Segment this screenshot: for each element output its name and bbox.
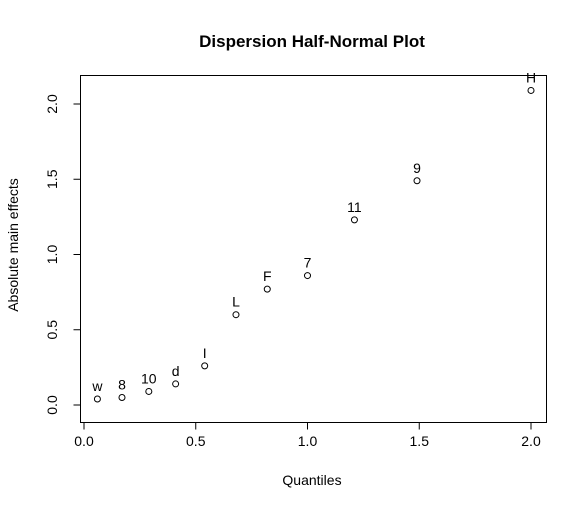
x-tick-label: 2.0 — [521, 433, 541, 449]
point-label: 10 — [141, 370, 157, 386]
x-tick-label: 0.0 — [74, 433, 94, 449]
y-axis: 0.0 0.5 1.0 1.5 2.0 — [44, 94, 81, 415]
point-label: 11 — [347, 199, 362, 215]
x-tick-label: 1.0 — [298, 433, 318, 449]
x-axis-label: Quantiles — [282, 472, 341, 488]
data-point — [172, 380, 180, 388]
data-point — [201, 362, 209, 370]
y-tick-label: 0.5 — [44, 320, 60, 340]
y-axis-label: Absolute main effects — [5, 178, 21, 312]
x-axis: 0.0 0.5 1.0 1.5 2.0 — [74, 422, 541, 449]
point-label: I — [203, 345, 207, 361]
y-tick-label: 0.0 — [44, 395, 60, 415]
point-label: 7 — [304, 255, 312, 271]
data-point — [93, 395, 101, 403]
x-tick-label: 1.5 — [410, 433, 430, 449]
data-points: w 8 10 d I L F 7 11 9 H — [91, 69, 536, 403]
y-tick-label: 1.5 — [44, 169, 60, 189]
point-label: 8 — [118, 376, 126, 392]
chart-title: Dispersion Half-Normal Plot — [199, 32, 425, 51]
x-tick-label: 0.5 — [186, 433, 206, 449]
point-label: F — [263, 268, 272, 284]
point-label: w — [91, 378, 103, 394]
y-tick-label: 1.0 — [44, 245, 60, 265]
data-point — [118, 393, 126, 401]
data-point — [350, 216, 358, 224]
point-label: L — [232, 294, 240, 310]
point-label: 9 — [413, 160, 421, 176]
data-point — [263, 285, 271, 293]
data-point — [304, 272, 311, 280]
data-point — [413, 177, 421, 185]
y-tick-label: 2.0 — [44, 94, 60, 114]
data-point — [527, 86, 535, 94]
data-point — [145, 387, 153, 395]
point-label: d — [172, 363, 180, 379]
point-label: H — [526, 69, 536, 85]
data-point — [232, 311, 240, 319]
